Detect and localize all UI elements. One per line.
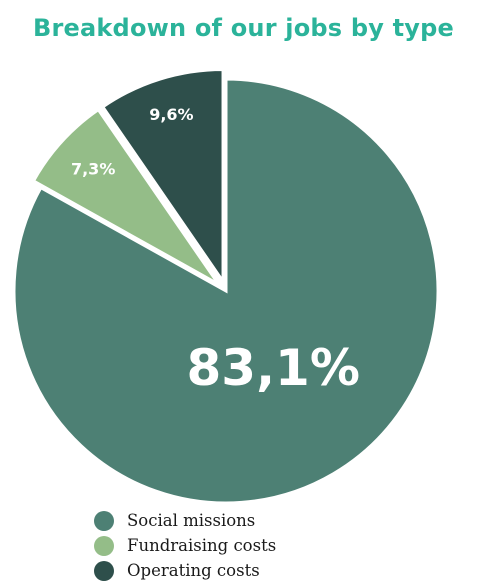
pie-label-operating-costs: 9,6%: [149, 105, 193, 124]
legend-swatch-operating-costs: [94, 560, 114, 581]
pie-label-fundraising-costs: 7,3%: [71, 160, 115, 179]
legend-label-fundraising-costs: Fundraising costs: [127, 536, 277, 555]
legend-swatch-social-missions: [94, 510, 114, 531]
pie-label-social-missions: 83,1%: [186, 339, 359, 397]
legend-label-operating-costs: Operating costs: [127, 561, 260, 580]
legend-item-fundraising-costs: Fundraising costs: [94, 533, 276, 558]
legend-item-operating-costs: Operating costs: [94, 558, 276, 583]
legend: Social missions Fundraising costs Operat…: [94, 508, 276, 583]
pie-slice-social-missions: [12, 77, 440, 505]
pie-slice-fundraising-costs: [31, 107, 220, 286]
legend-swatch-fundraising-costs: [94, 535, 114, 556]
legend-label-social-missions: Social missions: [127, 511, 256, 530]
chart-title: Breakdown of our jobs by type: [33, 14, 454, 42]
legend-item-social-missions: Social missions: [94, 508, 276, 533]
pie-slice-operating-costs: [100, 67, 225, 287]
